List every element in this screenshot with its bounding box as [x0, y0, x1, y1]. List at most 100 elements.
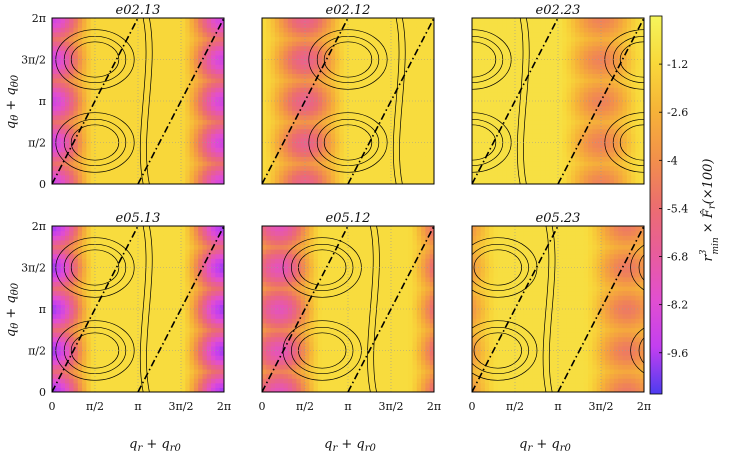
heatmap-cell [168, 50, 173, 56]
heatmap-cell [283, 128, 289, 134]
heatmap-cell [399, 87, 405, 93]
heatmap-cell [155, 119, 161, 125]
heatmap-cell [86, 258, 92, 264]
heatmap-cell [562, 50, 568, 56]
heatmap-cell [193, 59, 199, 65]
heatmap-cell [339, 179, 345, 184]
heatmap-cell [211, 151, 216, 157]
heatmap-cell [596, 142, 602, 148]
heatmap-cell [292, 50, 297, 56]
heatmap-cell [391, 101, 396, 107]
heatmap-cell [150, 54, 156, 61]
heatmap-cell [558, 137, 563, 144]
heatmap-cell [476, 18, 482, 24]
heatmap-cell [69, 64, 75, 70]
heatmap-cell [429, 54, 434, 61]
heatmap-cell [378, 77, 383, 84]
heatmap-cell [373, 133, 379, 139]
heatmap-cell [348, 82, 353, 88]
heatmap-cell [150, 77, 156, 84]
heatmap-cell [292, 54, 297, 61]
heatmap-cell [510, 18, 516, 24]
heatmap-cell [558, 36, 563, 42]
heatmap-cell [142, 87, 148, 93]
heatmap-cell [356, 31, 362, 38]
heatmap-cell [527, 110, 533, 116]
heatmap-cell [90, 73, 96, 79]
heatmap-cell [142, 119, 148, 125]
heatmap-cell [172, 68, 178, 74]
heatmap-cell [168, 96, 173, 102]
heatmap-cell [558, 54, 563, 61]
heatmap-cell [579, 27, 585, 33]
heatmap-cell [95, 281, 100, 287]
heatmap-cell [163, 36, 169, 42]
heatmap-cell [348, 87, 353, 93]
heatmap-cell [425, 124, 431, 130]
heatmap-cell [116, 382, 122, 388]
heatmap-cell [639, 64, 644, 70]
heatmap-cell [378, 105, 383, 111]
heatmap-cell [326, 77, 332, 84]
heatmap-cell [103, 147, 109, 153]
heatmap-cell [549, 151, 555, 157]
heatmap-cell [120, 147, 126, 153]
heatmap-cell [403, 114, 409, 121]
heatmap-cell [618, 156, 624, 162]
heatmap-cell [52, 151, 57, 157]
heatmap-cell [399, 41, 405, 47]
heatmap-cell [369, 119, 375, 125]
heatmap-cell [549, 50, 555, 56]
heatmap-cell [421, 124, 426, 130]
heatmap-cell [279, 50, 285, 56]
heatmap-cell [592, 124, 598, 130]
heatmap-cell [219, 87, 224, 93]
heatmap-cell [163, 137, 169, 144]
heatmap-cell [60, 267, 66, 273]
heatmap-cell [601, 110, 606, 116]
heatmap-cell [412, 142, 418, 148]
heatmap-cell [60, 359, 66, 365]
heatmap-cell [592, 77, 598, 84]
heatmap-cell [622, 137, 628, 144]
heatmap-cell [635, 73, 641, 79]
heatmap-cell [391, 45, 396, 51]
heatmap-cell [64, 41, 70, 47]
heatmap-cell [279, 147, 285, 153]
heatmap-cell [107, 336, 113, 342]
heatmap-cell [622, 170, 628, 176]
heatmap-cell [489, 64, 495, 70]
heatmap-cell [60, 272, 66, 278]
heatmap-cell [369, 151, 375, 157]
heatmap-cell [365, 59, 371, 65]
heatmap-cell [497, 41, 503, 47]
heatmap-cell [168, 147, 173, 153]
heatmap-cell [193, 27, 199, 33]
heatmap-cell [369, 128, 375, 134]
heatmap-cell [421, 137, 426, 144]
heatmap-cell [77, 142, 83, 148]
heatmap-cell [549, 87, 555, 93]
heatmap-cell [540, 64, 546, 70]
heatmap-cell [176, 64, 182, 70]
heatmap-cell [185, 105, 191, 111]
heatmap-cell [536, 114, 542, 121]
heatmap-cell [360, 91, 366, 97]
heatmap-cell [103, 345, 109, 352]
heatmap-cell [202, 147, 208, 153]
heatmap-cell [206, 156, 212, 162]
heatmap-cell [497, 114, 503, 121]
heatmap-cell [125, 27, 130, 33]
heatmap-cell [107, 272, 113, 278]
heatmap-cell [86, 156, 92, 162]
heatmap-cell [382, 114, 388, 121]
heatmap-cell [103, 137, 109, 144]
heatmap-cell [605, 110, 611, 116]
heatmap-cell [56, 313, 62, 319]
heatmap-cell [292, 174, 297, 180]
heatmap-cell [168, 91, 173, 97]
heatmap-cell [326, 82, 332, 88]
heatmap-cell [159, 151, 165, 157]
heatmap-cell [172, 165, 178, 171]
heatmap-cell [592, 54, 598, 61]
